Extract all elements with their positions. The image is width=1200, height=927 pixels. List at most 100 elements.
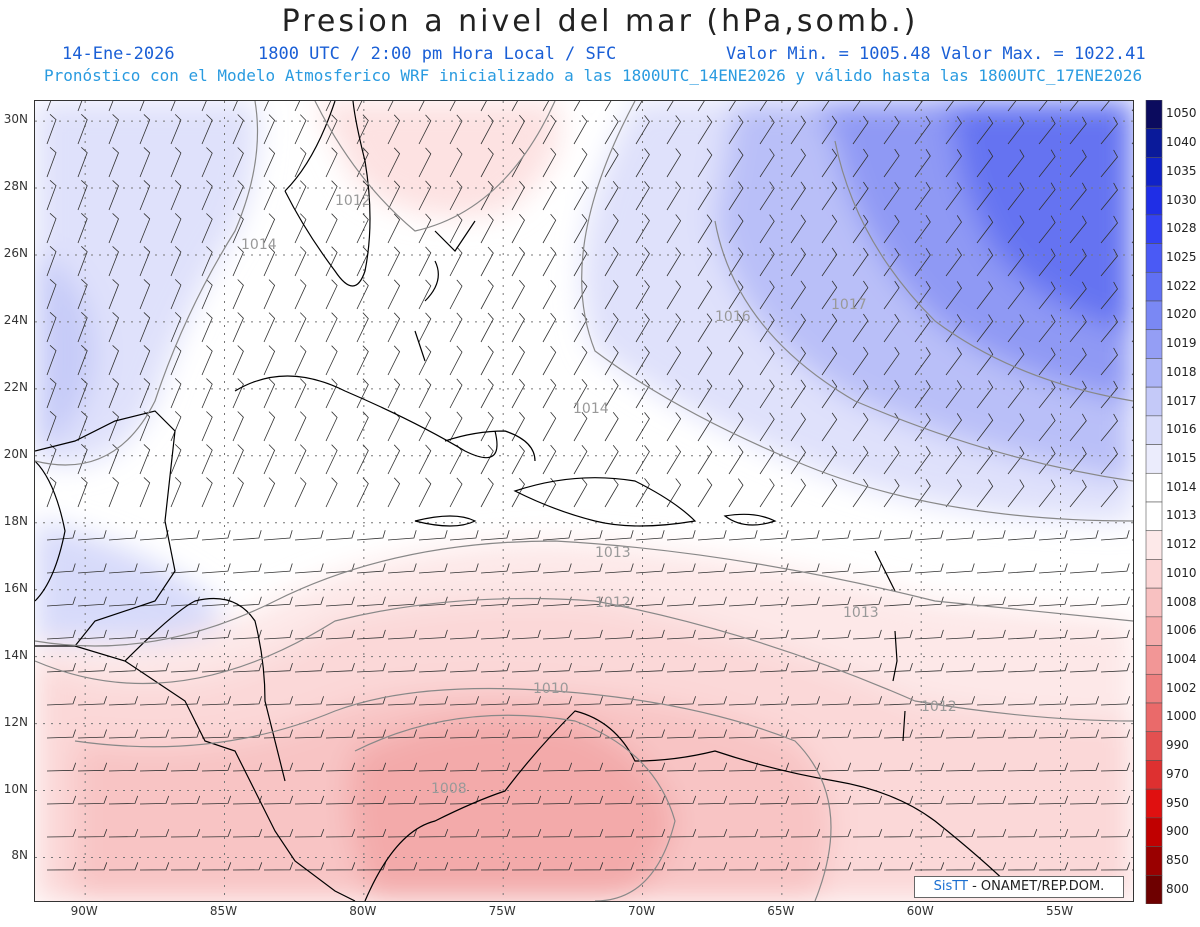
wind-barb: [790, 445, 806, 475]
wind-barb: [821, 379, 838, 409]
wind-barb: [449, 862, 480, 871]
wind-barb: [1007, 413, 1025, 442]
wind-barb: [790, 214, 806, 244]
wind-barb: [728, 181, 744, 211]
wind-barb: [542, 629, 572, 640]
wind-barb: [449, 563, 479, 574]
wind-barb: [1007, 380, 1025, 409]
wind-barb: [635, 662, 665, 673]
wind-barb: [1038, 596, 1068, 607]
wind-barb: [666, 629, 696, 640]
wind-barb: [635, 445, 650, 475]
wind-barbs: [46, 101, 1133, 871]
wind-barb: [914, 795, 945, 805]
wind-barb: [511, 213, 525, 244]
wind-barb: [170, 596, 200, 607]
wind-barb: [511, 378, 525, 409]
wind-barb: [542, 530, 572, 541]
wind-barb: [325, 345, 338, 376]
wind-barb: [976, 347, 994, 376]
wind-barb: [790, 412, 806, 442]
wind-barb: [635, 412, 650, 442]
credit-logo: SisTT - ONAMET/REP.DOM.: [914, 876, 1124, 898]
wind-barb: [1100, 182, 1118, 211]
wind-barb: [418, 563, 448, 574]
wind-barb: [201, 378, 213, 409]
wind-barb: [821, 729, 851, 739]
wind-barb: [232, 795, 263, 805]
wind-barb: [821, 313, 838, 343]
wind-barb: [1100, 629, 1130, 640]
wind-barb: [1100, 795, 1131, 805]
wind-barb: [697, 662, 727, 673]
wind-barb: [139, 114, 151, 145]
wind-barb: [976, 762, 1007, 772]
wind-barb: [139, 180, 151, 211]
wind-barb: [790, 862, 821, 871]
wind-barb: [139, 378, 151, 409]
wind-barb: [387, 345, 401, 376]
wind-barb: [666, 762, 697, 772]
wind-barb: [914, 313, 931, 343]
wind-barb: [914, 629, 944, 640]
wind-barb: [1069, 149, 1087, 178]
wind-barb: [46, 246, 57, 277]
wind-barb: [480, 530, 510, 541]
wind-barb: [418, 101, 425, 112]
wind-barb: [325, 729, 355, 739]
wind-barb: [666, 148, 682, 178]
wind-barb: [945, 149, 962, 178]
wind-barb: [666, 862, 697, 871]
wind-barb: [1069, 215, 1087, 244]
wind-barb: [1007, 729, 1037, 739]
wind-barb: [1069, 116, 1087, 145]
wind-barb: [294, 147, 307, 178]
wind-barb: [976, 182, 994, 211]
map-title: Presion a nivel del mar (hPa,somb.): [281, 4, 919, 39]
wind-barb: [1038, 101, 1048, 112]
wind-barb: [480, 345, 494, 376]
isobar-label: 1014: [241, 237, 277, 253]
wind-barb: [1007, 347, 1025, 376]
wind-barb: [263, 596, 293, 607]
wind-barb: [883, 247, 900, 277]
wind-barb: [294, 795, 325, 805]
wind-barb: [1069, 281, 1087, 310]
wind-barb: [108, 312, 119, 343]
wind-barb: [232, 696, 262, 706]
wind-barb: [263, 563, 293, 574]
wind-barb: [511, 279, 525, 310]
wind-barb: [604, 148, 619, 178]
wind-barb: [511, 729, 541, 739]
colorbar-swatch: [1145, 645, 1163, 675]
wind-barb: [635, 214, 650, 244]
wind-barb: [1038, 729, 1068, 739]
wind-barb: [821, 445, 838, 475]
wind-barb: [914, 596, 944, 607]
wind-barb: [325, 477, 338, 508]
wind-barb: [728, 214, 744, 244]
wind-barb: [1069, 248, 1087, 277]
wind-barb: [573, 629, 603, 640]
wind-barb: [325, 180, 338, 211]
wind-barb: [945, 347, 962, 376]
wind-barb: [945, 215, 962, 244]
wind-barb: [852, 862, 883, 871]
wind-barb: [1007, 281, 1025, 310]
wind-barb: [46, 662, 76, 673]
wind-barb: [46, 378, 57, 409]
wind-barb: [697, 795, 728, 805]
wind-barb: [139, 828, 170, 838]
wind-barb: [604, 828, 635, 838]
wind-barb: [77, 828, 108, 838]
wind-barb: [945, 182, 962, 211]
latitude-label: 28N: [3, 179, 28, 194]
wind-barb: [542, 147, 557, 178]
wind-barb: [759, 379, 775, 409]
wind-barb: [542, 444, 557, 475]
isobar-label: 1012: [595, 595, 631, 611]
wind-barb: [356, 563, 386, 574]
wind-barb: [511, 477, 525, 508]
wind-barb: [1100, 862, 1131, 871]
wind-barb: [139, 662, 169, 673]
